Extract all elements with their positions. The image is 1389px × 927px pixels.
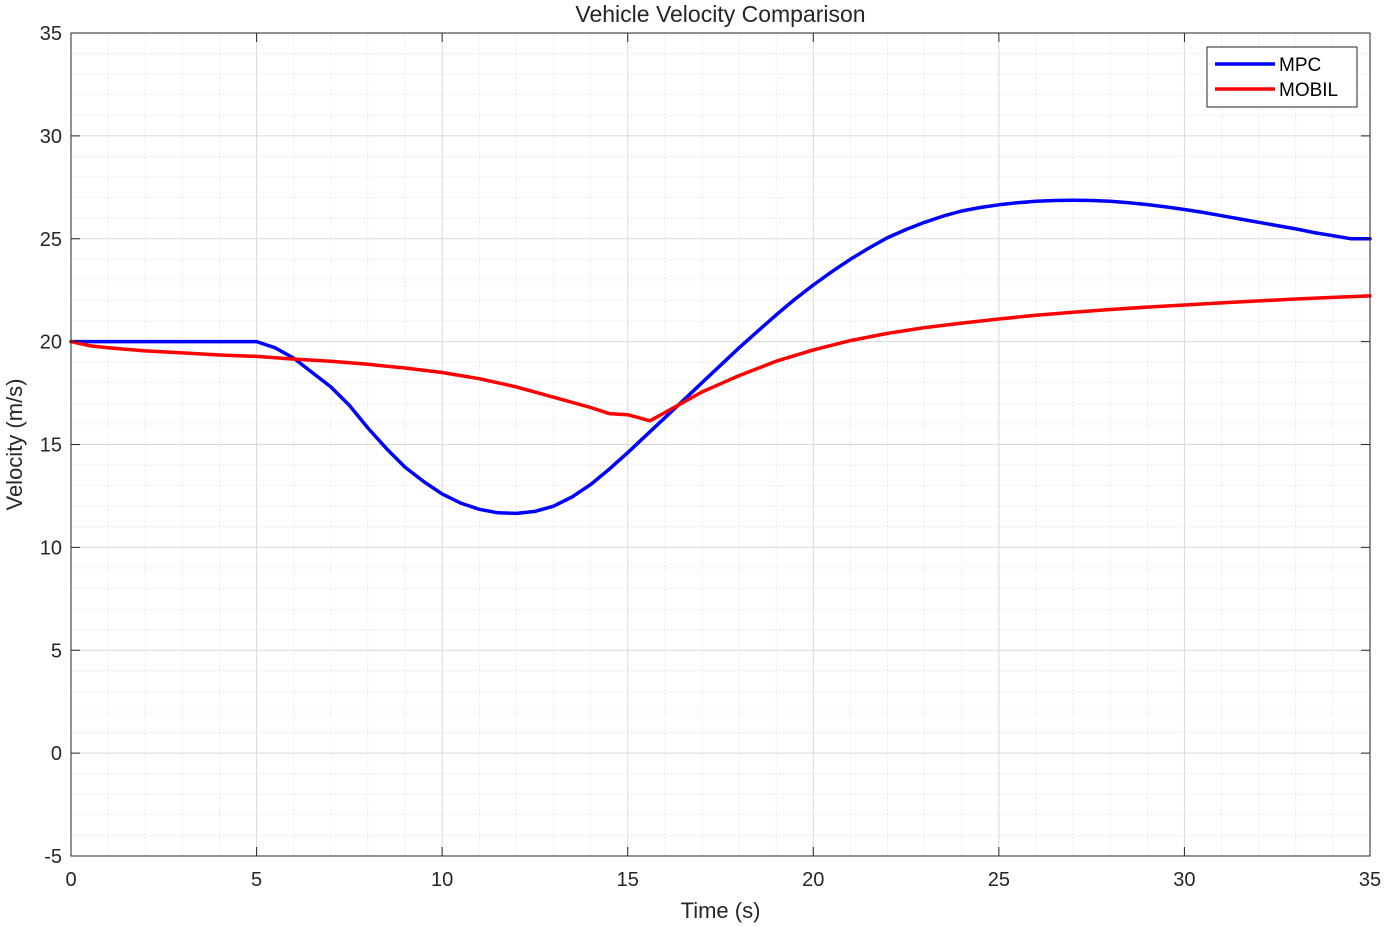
x-axis-title: Time (s) (681, 898, 761, 923)
x-tick-label: 10 (431, 869, 453, 891)
x-tick-label: 15 (617, 869, 639, 891)
y-tick-label: 5 (51, 640, 62, 662)
y-tick-label: 10 (40, 537, 62, 559)
y-tick-labels: -5 0 5 10 15 20 25 30 35 (40, 23, 62, 868)
axis-ticks (70, 32, 1371, 857)
x-tick-label: 5 (251, 869, 262, 891)
chart-title: Vehicle Velocity Comparison (575, 1, 865, 27)
x-tick-label: 0 (65, 869, 76, 891)
x-tick-label: 25 (988, 869, 1010, 891)
x-tick-label: 30 (1173, 869, 1195, 891)
x-tick-label: 35 (1359, 869, 1381, 891)
y-tick-label: 20 (40, 332, 62, 354)
legend-label-mobil: MOBIL (1279, 80, 1338, 101)
y-tick-label: -5 (44, 846, 62, 868)
series-line-mpc (69, 198, 1372, 516)
y-tick-label: 15 (40, 435, 62, 457)
series-line-mobil (69, 294, 1372, 423)
legend: MPC MOBIL (1206, 46, 1358, 108)
y-tick-label: 25 (40, 229, 62, 251)
y-tick-label: 30 (40, 126, 62, 148)
legend-label-mpc: MPC (1279, 55, 1321, 76)
y-axis-title: Velocity (m/s) (2, 378, 27, 510)
x-tick-labels: 0 5 10 15 20 25 30 35 (65, 869, 1381, 891)
minor-grid (71, 33, 1370, 856)
x-tick-label: 20 (802, 869, 824, 891)
y-tick-label: 35 (40, 23, 62, 45)
series-layer (69, 198, 1372, 516)
y-tick-label: 0 (51, 743, 62, 765)
legend-box (1206, 46, 1358, 108)
